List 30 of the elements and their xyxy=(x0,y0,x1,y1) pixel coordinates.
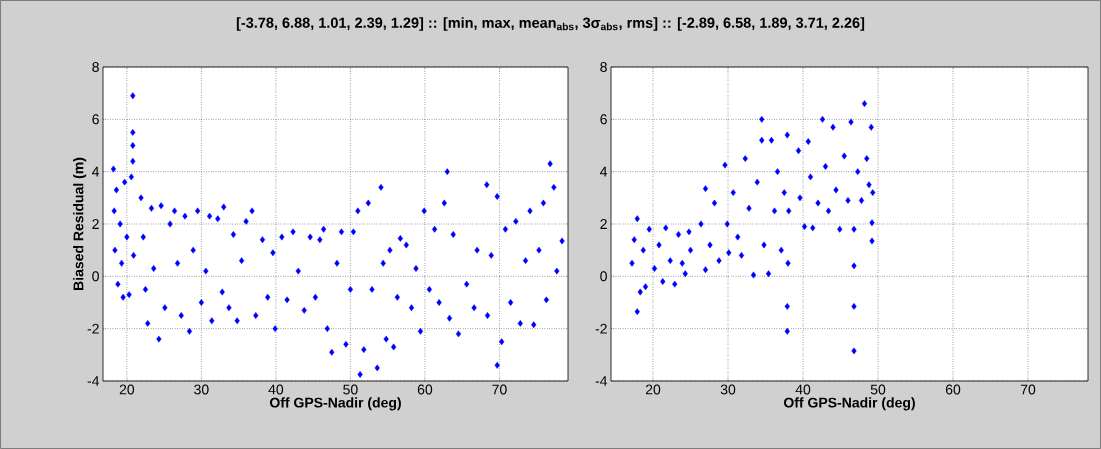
x-tick-label: 40 xyxy=(795,384,811,395)
chart-title: [-3.78, 6.88, 1.01, 2.39, 1.29] :: [min, max, mean$_{abs}$, 3σ$_{abs}$, rms] :: [-2.89, 6.58, 1.89, 3.71, 2.26] xyxy=(236,17,865,31)
y-tick-label: -4 xyxy=(87,376,100,386)
x-tick-label: 30 xyxy=(194,384,209,395)
y-tick-label: 2 xyxy=(600,219,607,229)
x-axis-title: Off GPS-Nadir (deg) xyxy=(269,397,401,411)
y-tick-label: -2 xyxy=(595,323,607,334)
x-axis-title: Off GPS-Nadir (deg) xyxy=(783,397,915,411)
y-tick-label: -4 xyxy=(595,376,608,386)
y-tick-label: 6 xyxy=(92,114,99,125)
x-tick-label: 50 xyxy=(870,384,886,395)
y-tick-label: 0 xyxy=(600,271,607,282)
y-tick-label: 0 xyxy=(92,271,99,282)
x-tick-label: 50 xyxy=(343,384,358,395)
y-axis-title: Biased Residual (m) xyxy=(73,157,87,290)
y-tick-label: 8 xyxy=(92,62,99,72)
y-tick-label: 4 xyxy=(92,166,100,177)
x-tick-label: 70 xyxy=(492,384,507,395)
y-tick-label: 2 xyxy=(92,219,99,229)
x-tick-label: 70 xyxy=(1020,384,1036,395)
x-tick-label: 30 xyxy=(720,384,736,395)
x-tick-label: 60 xyxy=(417,384,433,395)
y-tick-label: 8 xyxy=(600,62,607,72)
x-tick-label: 40 xyxy=(268,384,284,395)
x-tick-label: 60 xyxy=(945,384,961,395)
y-tick-label: -2 xyxy=(87,323,99,334)
y-tick-label: 6 xyxy=(600,114,607,125)
x-tick-label: 20 xyxy=(119,384,135,395)
x-tick-label: 20 xyxy=(645,384,661,395)
y-tick-label: 4 xyxy=(600,166,608,177)
